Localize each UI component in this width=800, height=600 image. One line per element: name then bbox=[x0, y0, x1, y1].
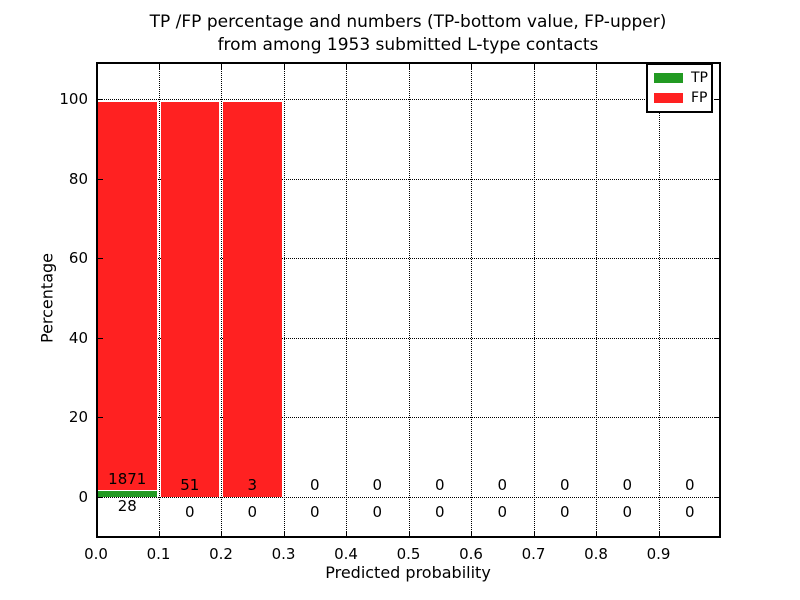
chart-title-line1: TP /FP percentage and numbers (TP-bottom… bbox=[149, 12, 667, 32]
y-tick-mark bbox=[714, 497, 719, 498]
vertical-gridline bbox=[533, 64, 535, 536]
x-tick-mark bbox=[283, 64, 285, 69]
tp-count-label: 0 bbox=[497, 503, 508, 521]
y-tick-label: 60 bbox=[68, 249, 88, 268]
fp-count-label: 3 bbox=[247, 476, 258, 494]
vertical-gridline bbox=[658, 64, 660, 536]
fp-count-label: 0 bbox=[622, 476, 633, 494]
x-tick-mark bbox=[96, 64, 97, 69]
x-tick-mark bbox=[408, 64, 410, 69]
vertical-gridline bbox=[596, 64, 597, 536]
x-tick-mark bbox=[346, 64, 347, 69]
vertical-gridline bbox=[346, 64, 347, 536]
y-tick-mark bbox=[714, 337, 719, 339]
y-tick-mark bbox=[98, 178, 103, 180]
y-tick-label: 40 bbox=[68, 328, 88, 347]
x-tick-mark bbox=[221, 64, 222, 69]
vertical-gridline bbox=[283, 64, 285, 536]
x-tick-mark bbox=[471, 64, 472, 69]
x-tick-mark bbox=[596, 64, 597, 69]
x-tick-mark bbox=[658, 531, 660, 536]
x-tick-mark bbox=[533, 531, 535, 536]
x-tick-mark bbox=[346, 531, 347, 536]
fp-count-label: 1871 bbox=[108, 470, 147, 489]
x-tick-label: 0.8 bbox=[584, 545, 608, 563]
chart-title-line2: from among 1953 submitted L-type contact… bbox=[217, 35, 599, 55]
vertical-gridline bbox=[221, 64, 222, 536]
fp-count-label: 0 bbox=[372, 476, 383, 494]
tp-count-label: 0 bbox=[559, 503, 570, 521]
x-tick-label: 0.5 bbox=[396, 545, 421, 563]
x-tick-label: 0.2 bbox=[209, 545, 233, 563]
y-tick-mark bbox=[714, 99, 719, 100]
fp-count-label: 0 bbox=[497, 476, 508, 494]
x-axis-label: Predicted probability bbox=[325, 563, 491, 582]
legend: TP FP bbox=[646, 63, 713, 113]
tp-count-label: 0 bbox=[247, 503, 258, 521]
y-tick-mark bbox=[98, 497, 103, 498]
fp-count-label: 0 bbox=[309, 476, 320, 494]
x-tick-label: 0.7 bbox=[521, 545, 546, 563]
x-tick-label: 0.4 bbox=[334, 545, 358, 563]
legend-swatch-fp bbox=[654, 93, 683, 103]
y-tick-mark bbox=[98, 337, 103, 339]
vertical-gridline bbox=[158, 64, 160, 536]
x-tick-label: 0.6 bbox=[459, 545, 483, 563]
legend-item-fp: FP bbox=[654, 89, 708, 106]
x-tick-label: 0.0 bbox=[84, 545, 108, 563]
x-tick-mark bbox=[471, 531, 472, 536]
bar-segment-tp bbox=[98, 491, 157, 497]
fp-count-label: 0 bbox=[684, 476, 695, 494]
bar-segment-fp bbox=[160, 102, 219, 497]
legend-item-tp: TP bbox=[654, 69, 708, 86]
y-tick-mark bbox=[714, 417, 719, 419]
tp-count-label: 0 bbox=[184, 503, 195, 521]
y-tick-label: 80 bbox=[68, 169, 88, 188]
vertical-gridline bbox=[408, 64, 410, 536]
x-tick-mark bbox=[96, 531, 97, 536]
tp-count-label: 0 bbox=[434, 503, 445, 521]
vertical-gridline bbox=[471, 64, 472, 536]
tp-count-label: 28 bbox=[117, 497, 137, 516]
bar-segment-fp bbox=[223, 102, 282, 497]
y-tick-label: 20 bbox=[68, 408, 88, 427]
tp-count-label: 0 bbox=[684, 503, 695, 521]
x-tick-mark bbox=[408, 531, 410, 536]
x-tick-mark bbox=[283, 531, 285, 536]
legend-label: FP bbox=[691, 89, 708, 106]
y-tick-label: 100 bbox=[59, 90, 88, 108]
chart-title: TP /FP percentage and numbers (TP-bottom… bbox=[150, 11, 667, 57]
tp-count-label: 0 bbox=[622, 503, 633, 521]
x-tick-mark bbox=[158, 531, 160, 536]
tp-count-label: 0 bbox=[309, 503, 320, 521]
x-tick-label: 0.1 bbox=[146, 545, 171, 563]
tp-count-label: 0 bbox=[372, 503, 383, 521]
y-tick-mark bbox=[98, 258, 103, 260]
fp-count-label: 51 bbox=[180, 476, 200, 494]
x-tick-mark bbox=[533, 64, 535, 69]
bar-segment-fp bbox=[98, 102, 157, 491]
x-tick-mark bbox=[596, 531, 597, 536]
y-tick-mark bbox=[714, 258, 719, 260]
fp-count-label: 0 bbox=[434, 476, 445, 494]
legend-label: TP bbox=[691, 69, 708, 86]
x-tick-label: 0.3 bbox=[271, 545, 296, 563]
legend-swatch-tp bbox=[654, 73, 683, 83]
y-tick-mark bbox=[98, 417, 103, 419]
y-tick-label: 0 bbox=[78, 488, 88, 506]
x-tick-mark bbox=[221, 531, 222, 536]
y-tick-mark bbox=[714, 178, 719, 180]
x-tick-label: 0.9 bbox=[646, 545, 671, 563]
fp-count-label: 0 bbox=[559, 476, 570, 494]
x-tick-mark bbox=[158, 64, 160, 69]
y-tick-mark bbox=[98, 99, 103, 100]
